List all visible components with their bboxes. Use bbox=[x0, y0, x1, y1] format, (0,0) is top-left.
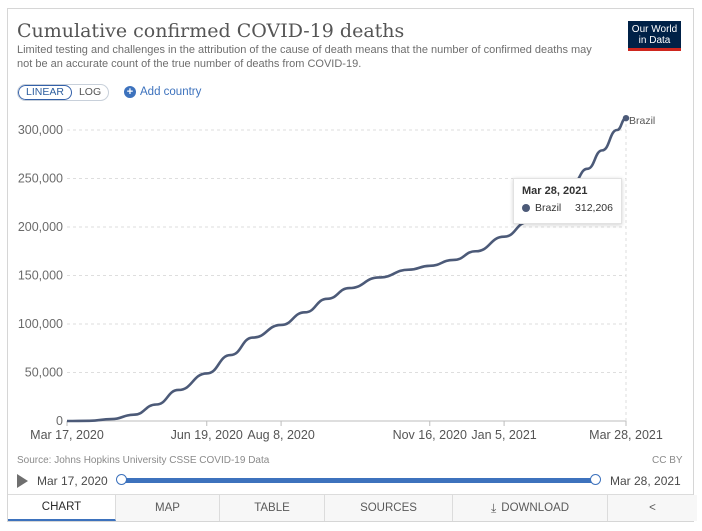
tab-map[interactable]: MAP bbox=[116, 495, 220, 521]
tab-table-label: TABLE bbox=[254, 502, 290, 514]
y-tick-label: 150,000 bbox=[18, 269, 63, 283]
tooltip-row: Brazil 312,206 bbox=[522, 202, 613, 214]
y-tick-label: 50,000 bbox=[25, 366, 63, 380]
source-note[interactable]: Source: Johns Hopkins University CSSE CO… bbox=[17, 455, 270, 466]
tab-sources-label: SOURCES bbox=[360, 502, 417, 514]
share-button[interactable]: < bbox=[608, 495, 697, 521]
chart-tooltip: Mar 28, 2021 Brazil 312,206 bbox=[513, 178, 622, 224]
share-icon: < bbox=[649, 502, 656, 514]
add-country-button[interactable]: + Add country bbox=[124, 86, 201, 98]
tab-table[interactable]: TABLE bbox=[220, 495, 325, 521]
chart-frame bbox=[7, 8, 694, 522]
timeline-start-label: Mar 17, 2020 bbox=[37, 474, 108, 488]
x-tick-label: Mar 28, 2021 bbox=[589, 428, 663, 442]
chart-subtitle: Limited testing and challenges in the at… bbox=[17, 44, 592, 70]
tooltip-value: 312,206 bbox=[575, 202, 613, 214]
timeline-end-label: Mar 28, 2021 bbox=[610, 474, 681, 488]
x-tick-label: Jan 5, 2021 bbox=[471, 428, 536, 442]
download-icon: ⤓ bbox=[490, 500, 497, 515]
tab-download[interactable]: ⤓ DOWNLOAD bbox=[453, 495, 608, 521]
linear-scale-button[interactable]: LINEAR bbox=[18, 85, 72, 100]
scale-toggle: LINEAR LOG bbox=[17, 84, 110, 101]
y-tick-label: 100,000 bbox=[18, 317, 63, 331]
tooltip-date: Mar 28, 2021 bbox=[522, 185, 588, 197]
series-label: Brazil bbox=[629, 115, 655, 127]
y-tick-label: 200,000 bbox=[18, 220, 63, 234]
log-scale-button[interactable]: LOG bbox=[78, 86, 102, 98]
owid-logo[interactable]: Our World in Data bbox=[628, 21, 681, 51]
tab-download-label: DOWNLOAD bbox=[501, 502, 570, 514]
y-tick-label: 300,000 bbox=[18, 123, 63, 137]
chart-title: Cumulative confirmed COVID-19 deaths bbox=[17, 20, 405, 42]
tab-chart-label: CHART bbox=[41, 501, 82, 513]
tab-bar: CHART MAP TABLE SOURCES ⤓ DOWNLOAD < bbox=[8, 494, 697, 521]
series-dot-icon bbox=[522, 204, 530, 212]
license-note[interactable]: CC BY bbox=[652, 455, 683, 466]
tab-map-label: MAP bbox=[155, 502, 180, 514]
tooltip-series-name: Brazil bbox=[535, 202, 562, 214]
add-country-label: Add country bbox=[140, 86, 202, 98]
timeline-start-handle[interactable] bbox=[116, 474, 127, 485]
x-tick-label: Aug 8, 2020 bbox=[247, 428, 314, 442]
timeline-end-handle[interactable] bbox=[590, 474, 601, 485]
x-tick-label: Jun 19, 2020 bbox=[171, 428, 243, 442]
timeline-track[interactable] bbox=[121, 478, 596, 483]
x-tick-label: Nov 16, 2020 bbox=[393, 428, 467, 442]
logo-line-2: in Data bbox=[638, 35, 671, 46]
logo-line-1: Our World bbox=[631, 24, 678, 35]
plus-circle-icon: + bbox=[124, 86, 136, 98]
play-icon[interactable] bbox=[17, 474, 28, 488]
x-tick-label: Mar 17, 2020 bbox=[30, 428, 104, 442]
series-end-point bbox=[622, 114, 630, 122]
tab-chart[interactable]: CHART bbox=[8, 495, 116, 521]
tab-sources[interactable]: SOURCES bbox=[325, 495, 453, 521]
series-line-brazil bbox=[66, 116, 627, 423]
y-tick-label: 0 bbox=[56, 414, 63, 428]
y-tick-label: 250,000 bbox=[18, 172, 63, 186]
